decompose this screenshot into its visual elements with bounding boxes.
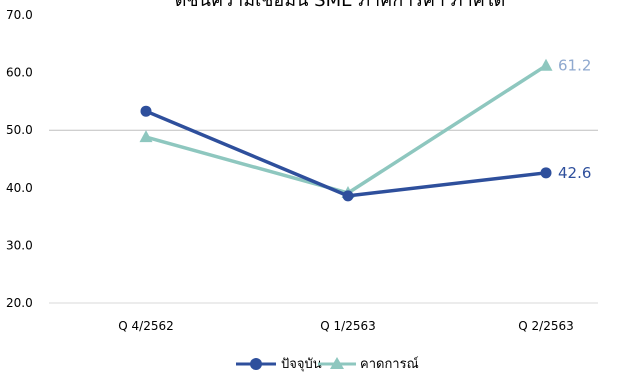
y-tick-label: 30.0 <box>6 238 33 252</box>
series-forecast-line <box>145 64 547 195</box>
y-tick-label: 40.0 <box>6 181 33 195</box>
legend-swatch-current-marker <box>250 358 262 370</box>
y-tick-label: 50.0 <box>6 123 33 137</box>
y-tick-label: 70.0 <box>6 8 33 22</box>
series-current-point <box>540 167 552 179</box>
data-label-current-last: 42.6 <box>558 164 591 182</box>
legend-label-forecast: คาดการณ์ <box>360 356 419 372</box>
series-forecast-point <box>539 58 553 71</box>
x-tick-label: Q 2/2563 <box>518 319 573 333</box>
series-forecast-point <box>139 130 153 143</box>
chart-title: ดัชนีความเชื่อมั่น SME ภาคการค้า ภาคใต้ <box>175 0 506 11</box>
series-current-point <box>342 190 354 202</box>
y-tick-label: 20.0 <box>6 296 33 310</box>
data-label-forecast-last: 61.2 <box>558 57 591 75</box>
x-tick-label: Q 1/2563 <box>320 319 375 333</box>
x-tick-label: Q 4/2562 <box>118 319 173 333</box>
legend-swatch-forecast-marker <box>330 357 344 369</box>
legend: ปัจจุบัน คาดการณ์ <box>236 356 419 372</box>
plot-area: 61.2 42.6 <box>49 57 598 304</box>
series-current-point <box>140 105 152 117</box>
y-axis: 20.0 30.0 40.0 50.0 60.0 70.0 <box>6 8 33 310</box>
legend-label-current: ปัจจุบัน <box>281 357 322 372</box>
x-axis: Q 4/2562 Q 1/2563 Q 2/2563 <box>118 319 573 333</box>
y-tick-label: 60.0 <box>6 66 33 80</box>
